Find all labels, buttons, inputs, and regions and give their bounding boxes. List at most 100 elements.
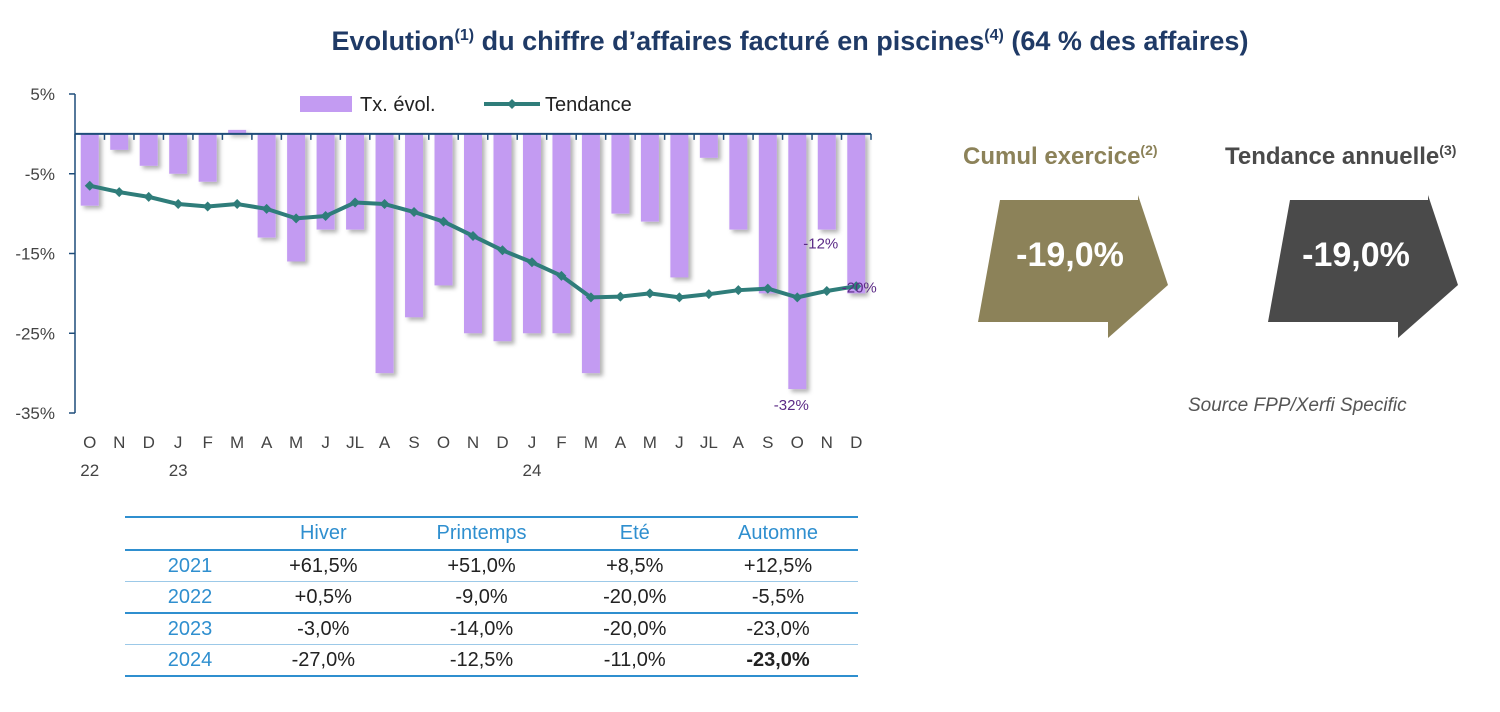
bar [493, 133, 512, 342]
x-year-label: 22 [80, 461, 99, 480]
trend-point [409, 207, 420, 218]
x-tick-label: O [437, 433, 450, 452]
data-label: -20% [842, 279, 877, 296]
legend-bar-label: Tx. évol. [360, 94, 436, 116]
x-tick-label: F [556, 433, 566, 452]
trend-point [320, 211, 331, 222]
bar [699, 133, 718, 158]
trend-point [350, 197, 361, 208]
tendance-arrow-shape [1268, 195, 1458, 338]
x-tick-label: O [791, 433, 804, 452]
bar [346, 133, 365, 230]
table-header-cell [125, 516, 255, 551]
trend-point [438, 216, 449, 227]
trend-point [703, 289, 714, 300]
x-tick-label: J [174, 433, 183, 452]
trend-point [379, 199, 390, 210]
tendance-annuelle-title: Tendance annuelle(3) [1225, 142, 1457, 170]
x-tick-label: JL [700, 433, 718, 452]
x-tick-label: JL [346, 433, 364, 452]
table-cell: -20,0% [571, 581, 699, 614]
x-tick-label: A [615, 433, 627, 452]
x-tick-label: M [289, 433, 303, 452]
table-cell: -23,0% [698, 613, 858, 645]
table-cell: -23,0% [698, 644, 858, 677]
x-tick-label: D [850, 433, 862, 452]
table-header-cell: Eté [571, 516, 699, 551]
y-tick-label: 5% [30, 85, 55, 104]
table-header-cell: Automne [698, 516, 858, 551]
bar [640, 133, 659, 222]
bar [522, 133, 541, 334]
x-tick-label: D [143, 433, 155, 452]
table-year-cell: 2024 [125, 644, 255, 677]
y-tick-label: -25% [15, 324, 55, 343]
table-cell: +12,5% [698, 550, 858, 582]
trend-point [261, 203, 272, 214]
legend-bar-swatch [300, 96, 352, 112]
x-tick-label: A [733, 433, 745, 452]
trend-point [232, 199, 243, 210]
x-year-label: 24 [523, 461, 542, 480]
bar [110, 133, 129, 150]
y-tick-label: -35% [15, 404, 55, 423]
trend-point [556, 270, 567, 281]
bar [552, 133, 571, 334]
table-cell: -14,0% [391, 613, 572, 645]
x-tick-label: S [762, 433, 773, 452]
bar [198, 133, 217, 182]
source-note: Source FPP/Xerfi Specific [1188, 395, 1407, 416]
trend-point [468, 230, 478, 241]
trend-point [202, 201, 213, 212]
table-cell: -3,0% [255, 613, 392, 645]
bar [847, 133, 866, 294]
table-header-row: Hiver Printemps Eté Automne [125, 516, 858, 551]
trend-point [821, 285, 832, 296]
table-cell: -5,5% [698, 581, 858, 614]
table-year-cell: 2023 [125, 613, 255, 645]
table-cell: -12,5% [391, 644, 572, 677]
x-tick-label: M [643, 433, 657, 452]
x-tick-label: M [584, 433, 598, 452]
bar [316, 133, 335, 230]
trend-point [291, 213, 302, 224]
bar [287, 133, 306, 262]
cumul-exercice-title: Cumul exercice(2) [963, 142, 1158, 170]
trend-point [84, 180, 95, 191]
bar [139, 133, 158, 166]
trend-point [526, 257, 537, 268]
table-cell: +8,5% [571, 550, 699, 582]
y-tick-label: -15% [15, 245, 55, 264]
trend-point [585, 292, 596, 303]
bar [434, 133, 453, 286]
bar [581, 133, 600, 374]
trend-point [615, 291, 626, 302]
table-year-cell: 2021 [125, 550, 255, 582]
legend-line-label: Tendance [545, 94, 632, 116]
table-cell: +0,5% [255, 581, 392, 614]
x-tick-label: A [379, 433, 391, 452]
tendance-value: -19,0% [1302, 236, 1410, 274]
x-tick-label: N [467, 433, 479, 452]
trend-point [644, 288, 655, 299]
y-tick-label: -5% [25, 165, 55, 184]
table-row: 2024 -27,0% -12,5% -11,0% -23,0% [125, 644, 858, 677]
x-tick-label: D [496, 433, 508, 452]
bar [80, 133, 99, 206]
table-row: 2021 +61,5% +51,0% +8,5% +12,5% [125, 550, 858, 582]
x-tick-label: F [202, 433, 212, 452]
x-tick-label: M [230, 433, 244, 452]
seasonal-table: Hiver Printemps Eté Automne 2021 +61,5% … [125, 516, 858, 677]
trend-point [674, 292, 685, 303]
trend-point [733, 285, 744, 296]
bar [788, 133, 807, 390]
cumul-arrow-shape [978, 195, 1168, 338]
trend-point [497, 245, 508, 256]
x-tick-label: N [821, 433, 833, 452]
x-tick-label: S [408, 433, 419, 452]
table-cell: -11,0% [571, 644, 699, 677]
bar [257, 133, 276, 238]
x-tick-label: A [261, 433, 273, 452]
table-row: 2022 +0,5% -9,0% -20,0% -5,5% [125, 581, 858, 614]
